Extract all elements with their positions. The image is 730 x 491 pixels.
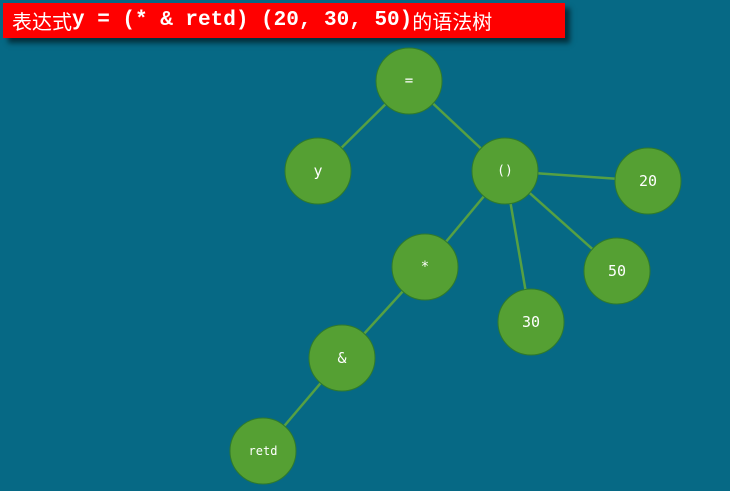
node-amp: & bbox=[308, 324, 376, 392]
node-assign: = bbox=[375, 47, 443, 115]
node-circle bbox=[229, 417, 297, 485]
tree-nodes: = y () 20 * 50 30 & retd bbox=[229, 47, 682, 485]
node-n20: 20 bbox=[614, 147, 682, 215]
node-label: y bbox=[313, 162, 322, 180]
node-star: * bbox=[391, 233, 459, 301]
node-n50: 50 bbox=[583, 237, 651, 305]
node-label: 20 bbox=[639, 172, 657, 190]
node-circle bbox=[497, 288, 565, 356]
node-label: 30 bbox=[522, 313, 540, 331]
node-circle bbox=[583, 237, 651, 305]
title-prefix: 表达式 bbox=[12, 10, 72, 34]
title-banner: 表达式 y = (* & retd) (20, 30, 50) 的语法树 bbox=[3, 3, 565, 38]
node-y: y bbox=[284, 137, 352, 205]
node-label: * bbox=[421, 259, 429, 275]
node-n30: 30 bbox=[497, 288, 565, 356]
title-suffix: 的语法树 bbox=[412, 10, 493, 34]
node-label: 50 bbox=[608, 262, 626, 280]
node-circle bbox=[375, 47, 443, 115]
node-circle bbox=[308, 324, 376, 392]
node-label: retd bbox=[249, 444, 278, 458]
node-retd: retd bbox=[229, 417, 297, 485]
node-label: () bbox=[497, 164, 513, 179]
node-circle bbox=[391, 233, 459, 301]
title-expression: y = (* & retd) (20, 30, 50) bbox=[72, 9, 413, 32]
node-circle bbox=[614, 147, 682, 215]
node-label: = bbox=[405, 73, 413, 89]
node-call: () bbox=[471, 137, 539, 205]
node-label: & bbox=[337, 349, 346, 367]
node-circle bbox=[284, 137, 352, 205]
node-circle bbox=[471, 137, 539, 205]
